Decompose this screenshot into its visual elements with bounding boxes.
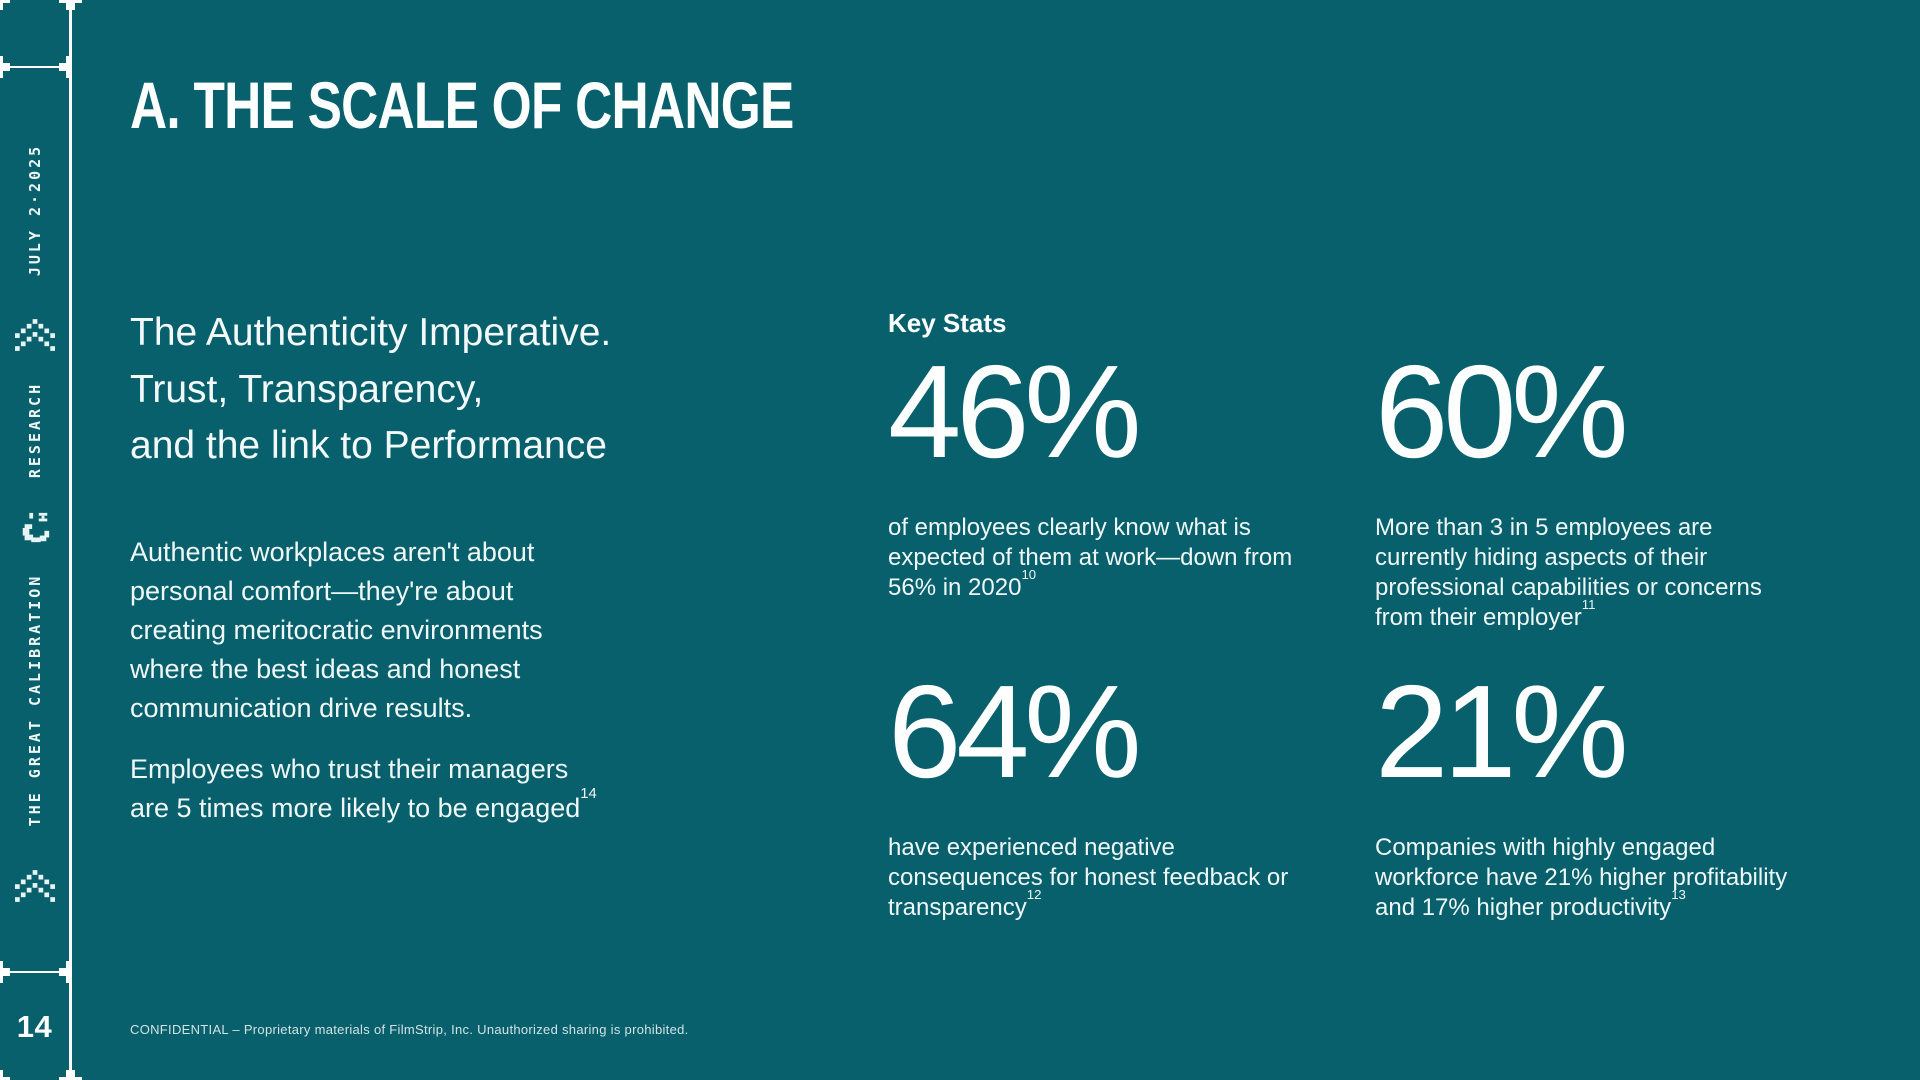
page-number: 14 bbox=[16, 1008, 53, 1044]
stat-card: 21% Companies with highly engaged workfo… bbox=[1375, 667, 1805, 923]
pixel-glyph-icon bbox=[18, 511, 52, 545]
stat-description: have experienced negative consequences f… bbox=[888, 833, 1318, 923]
sidebar-date-label: JULY 2·2025 bbox=[25, 143, 44, 277]
double-chevron-up-icon bbox=[15, 870, 55, 902]
stat-value: 46% bbox=[888, 338, 1137, 486]
key-stats-heading: Key Stats bbox=[888, 308, 1007, 338]
stat-value: 64% bbox=[888, 658, 1137, 806]
footnote-ref: 14 bbox=[580, 786, 597, 803]
intro-heading-line: and the link to Performance bbox=[130, 424, 607, 468]
intro-paragraph-1: Authentic workplaces aren't about person… bbox=[130, 536, 543, 723]
stat-description: of employees clearly know what is expect… bbox=[888, 513, 1318, 603]
intro-section: The Authenticity Imperative. Trust, Tran… bbox=[130, 305, 600, 828]
stat-description: More than 3 in 5 employees are currently… bbox=[1375, 513, 1805, 633]
sidebar-deck-title-label: THE GREAT CALIBRATION bbox=[25, 573, 44, 827]
intro-paragraph-2-text: Employees who trust their managers are 5… bbox=[130, 753, 581, 823]
double-chevron-up-icon bbox=[15, 319, 55, 351]
stat-description-text: have experienced negative consequences f… bbox=[888, 834, 1289, 922]
page-title: A. THE SCALE OF CHANGE bbox=[130, 68, 794, 142]
intro-heading-line: Trust, Transparency, bbox=[130, 367, 484, 411]
stat-description: Companies with highly engaged workforce … bbox=[1375, 833, 1805, 923]
sidebar: JULY 2·2025 bbox=[0, 0, 69, 1080]
confidential-notice: CONFIDENTIAL – Proprietary materials of … bbox=[130, 1022, 689, 1037]
stat-card: 60% More than 3 in 5 employees are curre… bbox=[1375, 347, 1805, 633]
footnote-ref: 10 bbox=[1021, 566, 1037, 582]
footnote-ref: 12 bbox=[1026, 886, 1042, 902]
main-panel: A. THE SCALE OF CHANGE The Authenticity … bbox=[72, 0, 1920, 1080]
sidebar-section-label: RESEARCH bbox=[25, 381, 44, 479]
key-stats-section: Key Stats 46% of employees clearly know … bbox=[888, 308, 1868, 923]
intro-heading-line: The Authenticity Imperative. bbox=[130, 311, 612, 354]
intro-heading: The Authenticity Imperative. Trust, Tran… bbox=[130, 305, 600, 475]
stat-description-text: More than 3 in 5 employees are currently… bbox=[1375, 514, 1762, 632]
intro-paragraph-2: Employees who trust their managers are 5… bbox=[130, 750, 600, 828]
stat-description-text: Companies with highly engaged workforce … bbox=[1375, 834, 1788, 922]
stat-value: 21% bbox=[1375, 658, 1624, 806]
stat-card: 64% have experienced negative consequenc… bbox=[888, 667, 1318, 923]
page-number-block: 14 bbox=[0, 973, 69, 1080]
stat-description-text: of employees clearly know what is expect… bbox=[888, 514, 1293, 602]
footnote-ref: 13 bbox=[1671, 886, 1686, 902]
footnote-ref: 11 bbox=[1581, 596, 1596, 612]
stat-card: 46% of employees clearly know what is ex… bbox=[888, 347, 1318, 633]
sidebar-top-block bbox=[0, 0, 69, 66]
sidebar-rail: JULY 2·2025 bbox=[0, 68, 69, 971]
stat-value: 60% bbox=[1375, 338, 1624, 486]
stats-grid: 46% of employees clearly know what is ex… bbox=[888, 347, 1868, 923]
